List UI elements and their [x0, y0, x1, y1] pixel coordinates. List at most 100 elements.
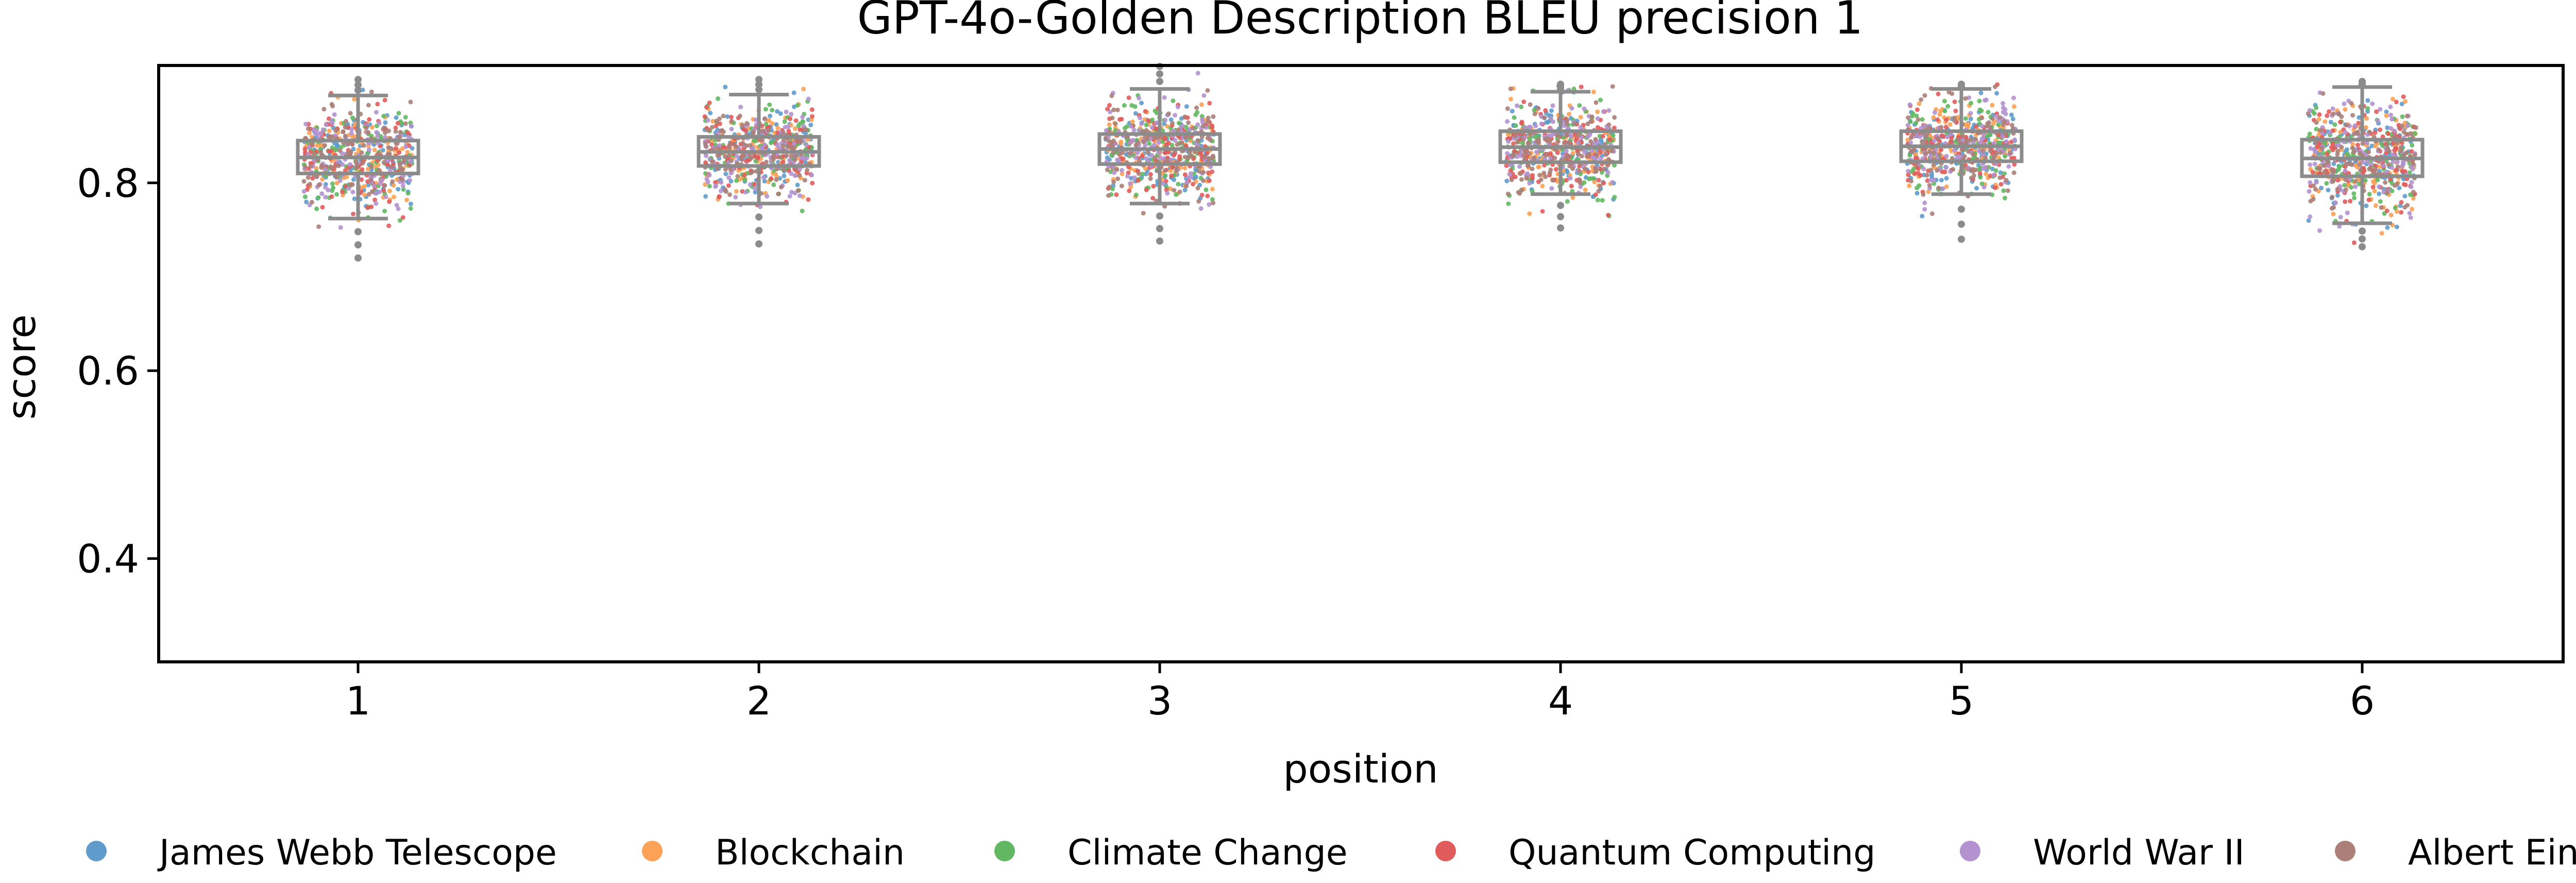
strip-point [1915, 107, 1920, 112]
strip-point [1521, 138, 1526, 143]
strip-point [349, 127, 354, 132]
strip-point [1552, 156, 1557, 161]
strip-point [1195, 110, 1200, 115]
strip-point [1210, 187, 1215, 192]
strip-point [375, 134, 380, 139]
strip-point [1174, 192, 1179, 197]
strip-point [2388, 112, 2393, 118]
strip-point [1211, 114, 1216, 119]
strip-point [2384, 208, 2389, 213]
strip-point [337, 178, 343, 183]
strip-point [346, 186, 351, 191]
strip-point [804, 142, 809, 147]
strip-point [1935, 117, 1940, 122]
strip-point [351, 146, 356, 152]
strip-point [2335, 152, 2340, 157]
strip-point [1528, 102, 1533, 107]
strip-point [1974, 186, 1979, 191]
strip-point [1941, 134, 1946, 139]
strip-point [1108, 169, 1113, 174]
strip-point [1505, 119, 1510, 124]
strip-point [1573, 122, 1578, 126]
strip-point [1121, 156, 1126, 161]
strip-point [1997, 115, 2003, 120]
strip-point [787, 158, 792, 163]
strip-point [1162, 151, 1167, 155]
strip-point [1532, 108, 1537, 113]
strip-point [742, 177, 747, 182]
strip-point [2404, 113, 2410, 119]
strip-point [2386, 162, 2391, 167]
strip-point [801, 119, 806, 124]
strip-point [1993, 168, 1998, 173]
strip-point [2377, 164, 2382, 169]
strip-point [1128, 151, 1133, 156]
strip-point [1969, 168, 1974, 173]
strip-point [322, 143, 327, 148]
outlier-point [755, 86, 762, 93]
strip-point [1990, 166, 1995, 172]
strip-point [1172, 177, 1176, 182]
strip-point [2377, 191, 2382, 196]
outlier-point [2359, 243, 2366, 251]
strip-point [302, 147, 308, 152]
strip-point [1521, 99, 1527, 104]
strip-point [800, 208, 805, 213]
strip-point [1543, 108, 1548, 113]
strip-point [1969, 175, 1974, 180]
strip-point [2388, 104, 2393, 109]
strip-point [793, 154, 799, 159]
strip-point [1207, 101, 1212, 106]
strip-point [2378, 107, 2383, 112]
strip-point [1115, 107, 1120, 112]
strip-point [324, 122, 329, 127]
strip-point [376, 152, 381, 157]
strip-point [782, 173, 787, 178]
strip-point [744, 143, 749, 148]
strip-point [2011, 95, 2016, 101]
strip-point [1543, 156, 1547, 161]
strip-point [810, 180, 815, 186]
strip-point [329, 194, 334, 199]
legend-marker [2335, 841, 2355, 861]
strip-point [1564, 178, 1569, 182]
strip-point [2412, 131, 2417, 136]
strip-point [1920, 117, 1925, 122]
strip-point [327, 128, 332, 134]
strip-point [1147, 141, 1152, 146]
strip-point [1952, 115, 1957, 121]
strip-point [2384, 113, 2389, 118]
strip-point [1548, 116, 1553, 121]
strip-point [2365, 106, 2370, 111]
strip-point [1564, 148, 1569, 154]
strip-point [1527, 211, 1532, 216]
strip-point [2319, 186, 2324, 191]
strip-point [1971, 152, 1976, 157]
strip-point [2310, 170, 2315, 175]
strip-point [2330, 106, 2335, 111]
strip-point [1210, 197, 1215, 202]
strip-point [742, 173, 747, 178]
strip-point [366, 192, 371, 197]
strip-point [349, 130, 354, 136]
strip-point [1168, 157, 1174, 162]
strip-point [408, 159, 413, 164]
strip-point [2348, 198, 2353, 204]
strip-point [1512, 148, 1517, 154]
strip-point [1516, 190, 1521, 195]
strip-point [705, 128, 710, 132]
strip-point [2372, 189, 2377, 194]
strip-point [1509, 177, 1514, 182]
strip-point [1927, 182, 1932, 188]
strip-point [704, 105, 709, 110]
strip-point [397, 161, 402, 166]
strip-point [348, 182, 353, 188]
y-axis-label: score [0, 314, 44, 420]
strip-point [2011, 170, 2016, 175]
strip-point [1182, 165, 1188, 171]
strip-point [2398, 148, 2403, 154]
strip-point [1129, 124, 1134, 129]
strip-point [1125, 174, 1130, 179]
outlier-point [2359, 78, 2366, 85]
strip-point [774, 122, 779, 127]
